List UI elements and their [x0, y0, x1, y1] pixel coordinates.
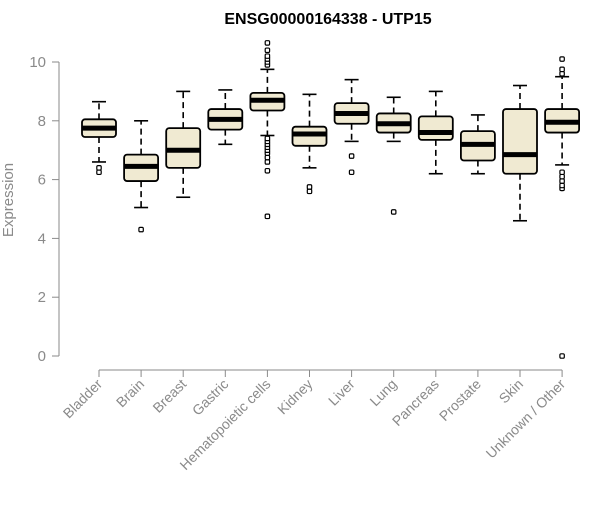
outlier-point	[264, 154, 271, 161]
x-tick-label: Skin	[496, 376, 527, 407]
box-iqr	[502, 108, 538, 175]
outlier-point	[390, 209, 397, 215]
y-tick-label: 6	[38, 172, 46, 189]
outlier-point	[559, 70, 565, 77]
outlier-point	[264, 53, 271, 59]
boxes	[81, 40, 580, 359]
box-hematopoietic-cells	[249, 40, 286, 220]
outlier-point	[559, 169, 565, 176]
outlier-point	[348, 153, 355, 159]
outlier-point	[264, 40, 271, 46]
y-axis: 0 2 4 6 8 10	[29, 54, 60, 365]
x-tick-label: Prostate	[436, 376, 484, 424]
outlier-point	[264, 47, 271, 54]
outlier-point	[559, 173, 565, 180]
y-tick-label: 0	[38, 348, 46, 365]
outlier-point	[559, 353, 565, 359]
x-tick-label: Liver	[325, 376, 358, 409]
x-tick-label: Kidney	[274, 376, 316, 418]
box-brain	[123, 120, 159, 233]
box-prostate	[459, 114, 496, 175]
outlier-point	[559, 178, 565, 184]
y-tick-label: 4	[38, 230, 46, 247]
outlier-point	[96, 165, 102, 171]
x-tick-label: Unknown / Other	[483, 376, 569, 462]
outlier-point	[138, 226, 144, 233]
box-skin	[502, 84, 538, 222]
outlier-point	[264, 135, 271, 142]
box-pancreas	[417, 90, 454, 175]
box-kidney	[291, 93, 328, 195]
y-tick-label: 10	[29, 54, 46, 71]
outlier-point	[559, 66, 565, 73]
outlier-point	[306, 184, 313, 190]
box-liver	[333, 78, 370, 176]
x-tick-label: Lung	[366, 376, 399, 409]
x-tick-label: Pancreas	[389, 376, 442, 429]
box-iqr	[417, 115, 454, 141]
outlier-point	[264, 159, 271, 165]
y-tick-label: 2	[38, 289, 46, 306]
box-breast	[165, 90, 202, 199]
box-bladder	[81, 100, 117, 176]
box-lung	[375, 96, 412, 215]
x-tick-label: Breast	[149, 376, 189, 416]
outlier-point	[559, 182, 565, 189]
y-axis-label: Expression	[0, 163, 17, 237]
y-tick-label: 8	[38, 113, 46, 130]
box-unknown-other	[544, 56, 580, 359]
x-tick-label: Brain	[113, 376, 147, 410]
outlier-point	[264, 167, 271, 174]
chart-title: ENSG00000164338 - UTP15	[224, 11, 431, 28]
outlier-point	[559, 56, 565, 62]
outlier-point	[348, 169, 355, 176]
x-tick-label: Bladder	[60, 376, 106, 422]
outlier-point	[264, 213, 271, 220]
outlier-point	[96, 169, 102, 176]
box-gastric	[207, 89, 244, 146]
outlier-point	[306, 188, 313, 195]
